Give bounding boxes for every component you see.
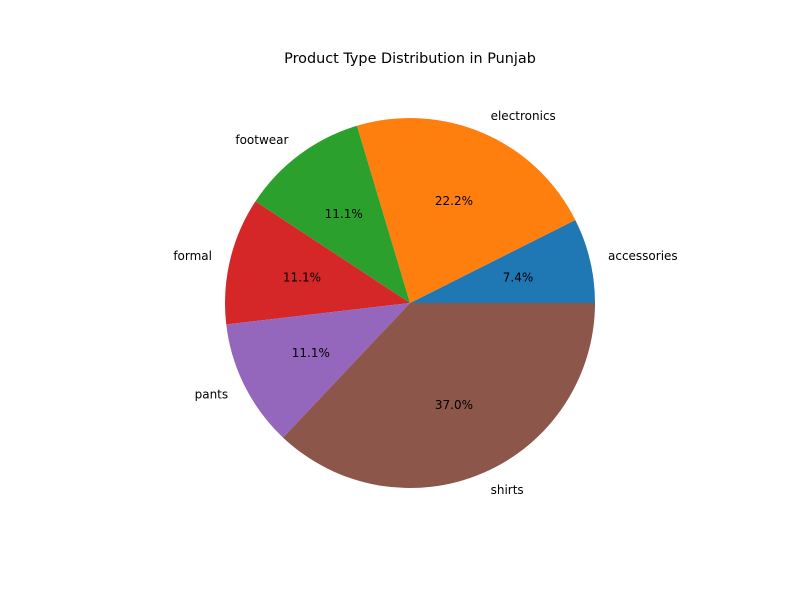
chart-title: Product Type Distribution in Punjab bbox=[284, 51, 536, 67]
slice-percent-accessories: 7.4% bbox=[503, 270, 534, 284]
pie-slice-electronics bbox=[356, 118, 576, 303]
slice-percent-electronics: 22.2% bbox=[435, 194, 473, 208]
slice-label-formal: formal bbox=[173, 249, 212, 263]
slice-percent-shirts: 37.0% bbox=[435, 398, 473, 412]
slice-label-accessories: accessories bbox=[608, 249, 678, 263]
pie-slice-formal bbox=[225, 201, 410, 325]
slice-percent-pants: 11.1% bbox=[292, 346, 330, 360]
slice-label-shirts: shirts bbox=[491, 483, 524, 497]
pie-slice-footwear bbox=[255, 125, 410, 303]
slice-label-footwear: footwear bbox=[235, 133, 288, 147]
pie-slice-pants bbox=[226, 303, 410, 438]
pie-slices bbox=[225, 118, 595, 489]
pie-labels: accessories 7.4% electronics 22.2% footwear 1… bbox=[173, 109, 677, 497]
pie-slice-accessories bbox=[410, 219, 595, 303]
slice-label-electronics: electronics bbox=[491, 109, 556, 123]
pie-slice-shirts bbox=[283, 303, 595, 489]
slice-percent-footwear: 11.1% bbox=[325, 207, 363, 221]
slice-label-pants: pants bbox=[195, 387, 229, 401]
slice-percent-formal: 11.1% bbox=[283, 270, 321, 284]
